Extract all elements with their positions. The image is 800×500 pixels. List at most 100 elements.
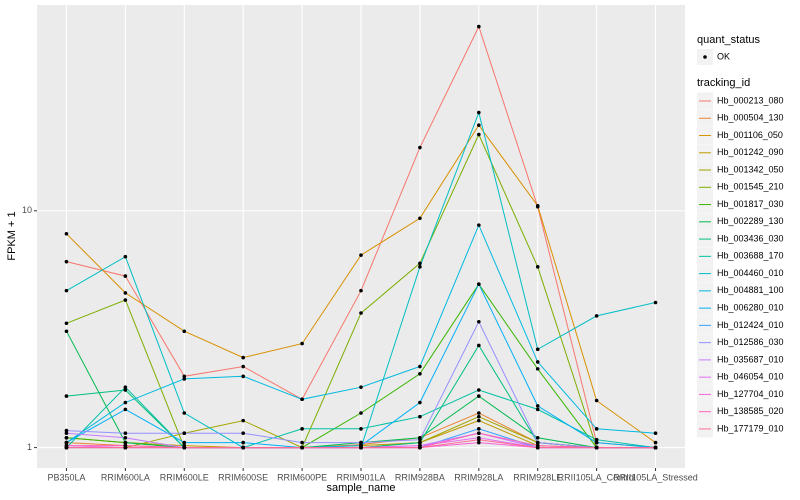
data-point [477,24,481,29]
legend-label: Hb_012586_030 [717,337,784,347]
data-point [477,414,481,419]
data-point [359,385,363,389]
data-point [535,347,540,352]
data-point [418,440,422,445]
data-point [594,314,599,318]
y-tick-label: 1 [27,442,32,452]
data-point [418,216,422,221]
data-point [241,431,245,436]
data-point [359,427,363,431]
data-point [477,132,481,137]
x-tick-label: RRIM600PE [277,472,327,482]
data-point [182,431,187,436]
data-point [535,407,540,412]
data-point [241,445,245,450]
data-point [418,437,422,442]
data-point [300,341,304,346]
data-point [535,445,540,450]
data-point [359,445,363,450]
data-point [653,440,658,445]
data-point [653,300,658,305]
data-point [300,445,304,450]
legend-label: Hb_001242_090 [717,147,784,157]
x-tick-label: RRIM928LA [454,472,503,482]
data-point [535,203,540,208]
data-point [477,437,481,442]
legend-point [703,55,707,59]
data-point [535,440,540,445]
data-point [182,411,187,415]
legend-label: Hb_001106_050 [717,130,783,140]
data-point [123,291,128,295]
data-point [477,388,481,392]
data-point [418,445,422,450]
data-point [64,231,69,236]
data-point [594,398,599,403]
legend-label: Hb_046054_010 [717,372,784,382]
data-point [64,445,69,450]
data-point [359,440,363,445]
legend-label: Hb_012424_010 [717,320,784,330]
data-point [418,261,422,266]
data-point [182,374,187,379]
data-point [594,437,599,442]
data-point [123,435,128,440]
data-point [64,431,69,436]
data-point [594,427,599,431]
data-point [418,414,422,419]
y-tick-label: 10 [22,205,32,215]
data-point [477,110,481,115]
x-tick-label: RRIM600LA [101,472,150,482]
x-tick-label: RRIM928LE [513,472,562,482]
data-point [182,440,187,445]
legend-label: Hb_138585_020 [717,406,784,416]
data-point [182,377,187,381]
x-tick-label: RRII105LA_Stressed [613,472,698,482]
data-point [123,298,128,302]
legend-label: Hb_002289_130 [717,216,784,226]
data-point [64,259,69,264]
x-axis-label: sample_name [326,482,395,494]
legend-label: Hb_127704_010 [717,389,784,399]
x-tick-label: RRIM901LA [336,472,385,482]
data-point [477,418,481,423]
data-point [182,445,187,450]
data-point [477,431,481,436]
x-tick-label: PB350LA [47,472,85,482]
legend-title: quant_status [697,34,760,46]
data-point [123,431,128,436]
data-point [64,435,69,440]
legend-label: Hb_177179_010 [717,423,784,433]
data-point [418,364,422,369]
data-point [64,329,69,334]
data-point [653,445,658,450]
data-point [418,371,422,376]
data-point [477,123,481,127]
data-point [64,288,69,293]
data-point [241,364,245,369]
x-tick-label: RRIM600SE [218,472,268,482]
data-point [418,400,422,405]
data-point [123,388,128,392]
data-point [477,427,481,431]
data-point [594,440,599,445]
legend-label: Hb_000504_130 [717,113,784,123]
legend-label: Hb_001545_210 [717,182,784,192]
x-tick-label: RRII105LA_Control [558,472,636,482]
data-point [123,407,128,412]
data-point [359,288,363,293]
x-tick-label: RRIM600LE [160,472,209,482]
data-point [123,400,128,405]
data-point [123,274,128,278]
data-point [123,385,128,389]
legend-label: Hb_000213_080 [717,95,784,105]
legend-label: Hb_001817_030 [717,199,784,209]
data-point [594,445,599,450]
data-point [477,343,481,348]
data-point [477,223,481,227]
data-point [477,319,481,324]
data-point [64,428,69,433]
data-point [535,360,540,364]
data-point [477,411,481,415]
